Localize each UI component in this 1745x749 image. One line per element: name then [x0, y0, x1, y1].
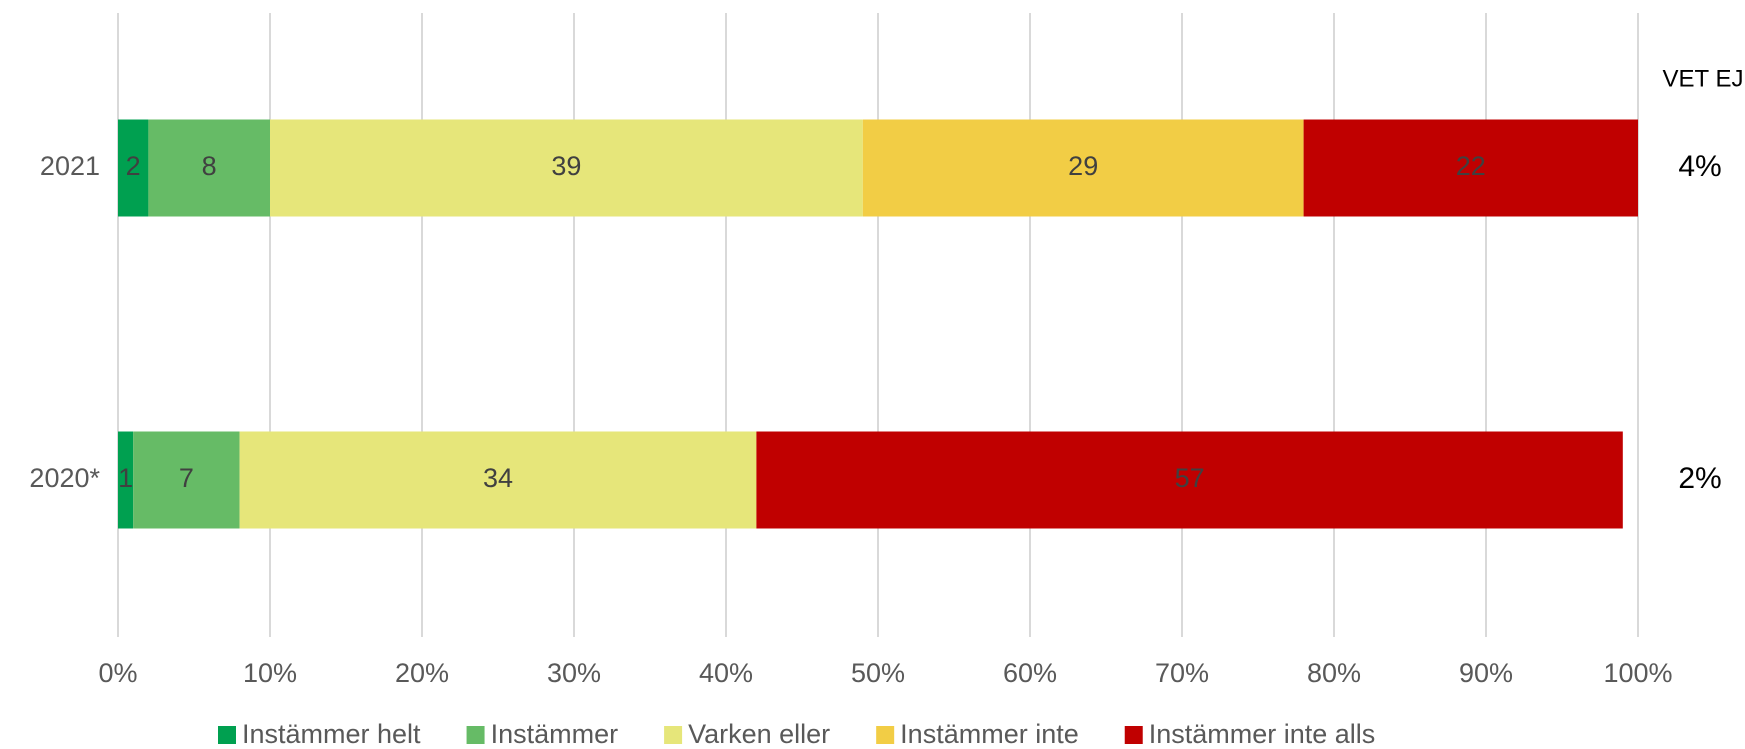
bar-segment [862, 119, 1304, 217]
data-label: 34 [483, 463, 513, 493]
x-tick-label: 100% [1603, 658, 1672, 688]
bar-segment [118, 431, 134, 529]
x-tick-label: 90% [1459, 658, 1513, 688]
bar-segment [133, 431, 240, 529]
legend-swatch [664, 726, 683, 744]
x-tick-label: 0% [98, 658, 137, 688]
data-label: 8 [202, 151, 217, 181]
data-label: 1 [118, 463, 133, 493]
side-value: 4% [1678, 150, 1721, 183]
x-tick-label: 70% [1155, 658, 1209, 688]
data-label: 22 [1456, 151, 1486, 181]
y-tick-label: 2020* [29, 463, 100, 493]
legend-label: Instämmer [491, 719, 619, 749]
bar-segment [1303, 119, 1638, 217]
x-tick-label: 80% [1307, 658, 1361, 688]
legend-swatch [466, 726, 485, 744]
data-label: 29 [1068, 151, 1098, 181]
side-value: 2% [1678, 462, 1721, 495]
legend-swatch [1124, 726, 1143, 744]
bar-segment [148, 119, 270, 217]
x-tick-label: 50% [851, 658, 905, 688]
bar-segment [270, 119, 863, 217]
data-label: 2 [126, 151, 141, 181]
x-tick-label: 10% [243, 658, 297, 688]
bar-segment [756, 431, 1623, 529]
legend-swatch [876, 726, 895, 744]
legend-swatch [218, 726, 236, 744]
legend-label: Varken eller [688, 719, 830, 749]
x-tick-label: 20% [395, 658, 449, 688]
x-tick-label: 30% [547, 658, 601, 688]
side-title: VET EJ [1663, 65, 1744, 92]
legend-label: Instämmer inte alls [1149, 719, 1376, 749]
legend-label: Instämmer helt [242, 719, 421, 749]
x-tick-label: 60% [1003, 658, 1057, 688]
y-tick-label: 2021 [40, 151, 100, 181]
legend-label: Instämmer inte [900, 719, 1079, 749]
bar-segment [118, 119, 149, 217]
data-label: 7 [179, 463, 194, 493]
bar-segment [239, 431, 757, 529]
data-label: 57 [1175, 463, 1205, 493]
x-tick-label: 40% [699, 658, 753, 688]
data-label: 39 [551, 151, 581, 181]
